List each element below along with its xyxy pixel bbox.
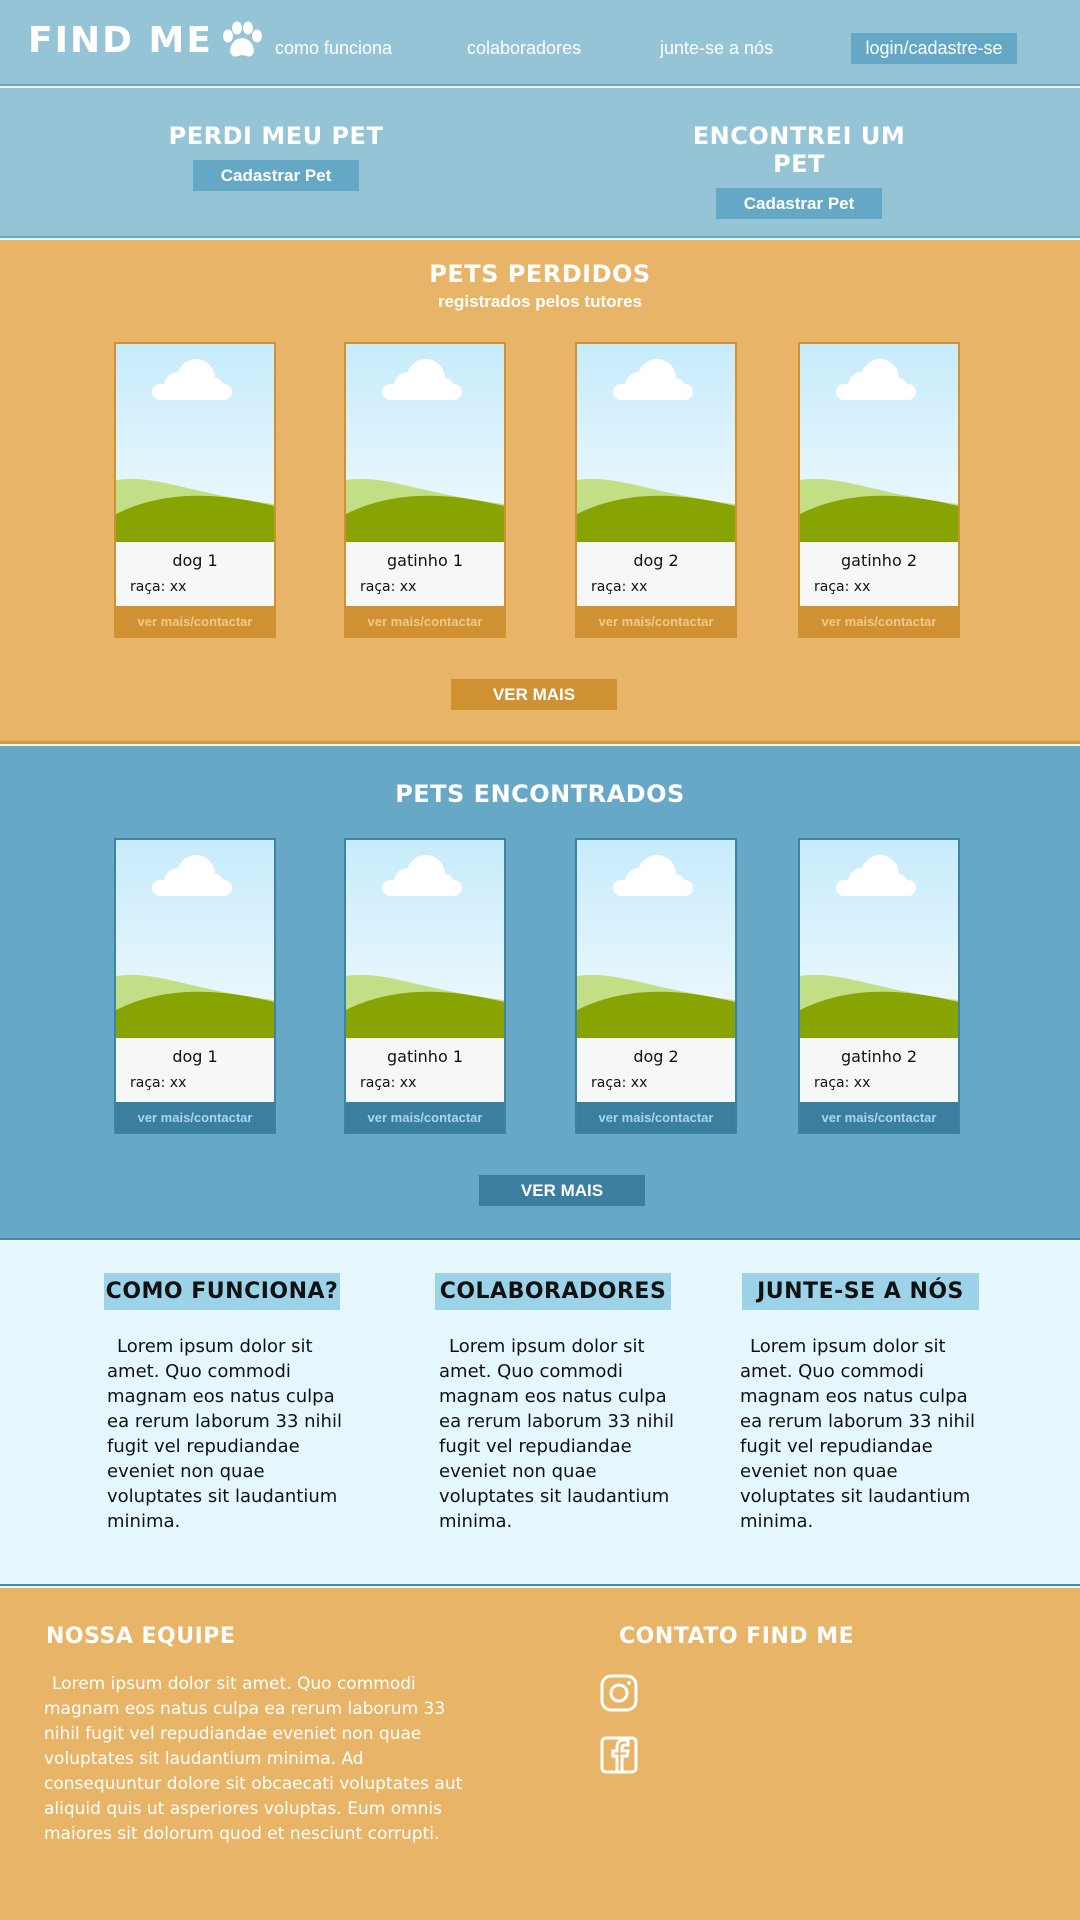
logo-text: FIND ME (28, 20, 213, 61)
contact-link[interactable]: ver mais/contactar (346, 1102, 504, 1132)
login-button[interactable]: login/cadastre-se (851, 33, 1017, 64)
pet-photo-placeholder (577, 344, 735, 542)
instagram-icon[interactable] (600, 1674, 638, 1712)
info-section: COMO FUNCIONA? Lorem ipsum dolor sit ame… (0, 1242, 1080, 1586)
found-pets-section: PETS ENCONTRADOS dog 1 raça: xx ver mais… (0, 746, 1080, 1240)
info-text: Lorem ipsum dolor sit amet. Quo commodi … (740, 1336, 975, 1532)
lost-pets-section: PETS PERDIDOS registrados pelos tutores … (0, 240, 1080, 744)
lost-pets-title: PETS PERDIDOS (429, 260, 651, 288)
register-found-pet-button[interactable]: Cadastrar Pet (716, 188, 882, 219)
pet-card[interactable]: gatinho 1 raça: xx ver mais/contactar (344, 342, 506, 638)
pet-name: gatinho 1 (386, 1047, 463, 1066)
pet-card[interactable]: dog 2 raça: xx ver mais/contactar (575, 342, 737, 638)
contact-link[interactable]: ver mais/contactar (116, 606, 274, 636)
info-title: COLABORADORES (435, 1273, 671, 1310)
pet-photo-placeholder (116, 344, 274, 542)
found-pet-block: ENCONTREI UM PET Cadastrar Pet (674, 122, 924, 219)
pet-photo-placeholder (800, 840, 958, 1038)
register-lost-pet-button[interactable]: Cadastrar Pet (193, 160, 359, 191)
contact-link[interactable]: ver mais/contactar (346, 606, 504, 636)
lost-pet-block: PERDI MEU PET Cadastrar Pet (151, 122, 401, 191)
pet-breed: raça: xx (360, 579, 417, 595)
lost-pet-title: PERDI MEU PET (168, 122, 384, 150)
pet-photo-placeholder (116, 840, 274, 1038)
found-pets-title: PETS ENCONTRADOS (395, 780, 685, 808)
contact-link[interactable]: ver mais/contactar (800, 1102, 958, 1132)
team-title: NOSSA EQUIPE (46, 1624, 236, 1649)
info-title: JUNTE-SE A NÓS (742, 1273, 979, 1310)
pet-photo-placeholder (577, 840, 735, 1038)
pet-name: dog 2 (633, 1047, 679, 1066)
team-text: Lorem ipsum dolor sit amet. Quo commodi … (44, 1674, 463, 1844)
hero-section: PERDI MEU PET Cadastrar Pet ENCONTREI UM… (0, 88, 1080, 238)
pet-photo-placeholder (800, 344, 958, 542)
pet-name: gatinho 2 (840, 551, 917, 570)
found-see-more-button[interactable]: VER MAIS (479, 1175, 645, 1206)
contact-link[interactable]: ver mais/contactar (116, 1102, 274, 1132)
pet-card[interactable]: dog 1 raça: xx ver mais/contactar (114, 342, 276, 638)
pet-card[interactable]: gatinho 1 raça: xx ver mais/contactar (344, 838, 506, 1134)
info-junte-se: JUNTE-SE A NÓS Lorem ipsum dolor sit ame… (740, 1273, 985, 1534)
pet-breed: raça: xx (360, 1075, 417, 1091)
contact-link[interactable]: ver mais/contactar (800, 606, 958, 636)
info-colaboradores: COLABORADORES Lorem ipsum dolor sit amet… (435, 1273, 684, 1534)
pet-breed: raça: xx (130, 1075, 187, 1091)
contact-link[interactable]: ver mais/contactar (577, 606, 735, 636)
pet-name: gatinho 1 (386, 551, 463, 570)
pet-photo-placeholder (346, 344, 504, 542)
contact-link[interactable]: ver mais/contactar (577, 1102, 735, 1132)
pet-breed: raça: xx (130, 579, 187, 595)
site-footer: NOSSA EQUIPE Lorem ipsum dolor sit amet.… (0, 1588, 1080, 1920)
pet-breed: raça: xx (814, 1075, 871, 1091)
pet-breed: raça: xx (591, 579, 648, 595)
lost-pets-subtitle: registrados pelos tutores (437, 292, 643, 311)
nav-colaboradores[interactable]: colaboradores (467, 38, 582, 58)
facebook-icon[interactable] (600, 1736, 638, 1774)
info-text: Lorem ipsum dolor sit amet. Quo commodi … (107, 1336, 342, 1532)
lost-see-more-button[interactable]: VER MAIS (451, 679, 617, 710)
logo[interactable]: FIND ME (28, 20, 265, 61)
pet-card[interactable]: dog 1 raça: xx ver mais/contactar (114, 838, 276, 1134)
pet-breed: raça: xx (814, 579, 871, 595)
pet-name: dog 1 (172, 551, 218, 570)
pet-name: gatinho 2 (840, 1047, 917, 1066)
site-header: FIND ME como funciona colaboradores junt… (0, 0, 1080, 86)
nav-como-funciona[interactable]: como funciona (275, 38, 393, 58)
pet-card[interactable]: gatinho 2 raça: xx ver mais/contactar (798, 838, 960, 1134)
pet-card[interactable]: dog 2 raça: xx ver mais/contactar (575, 838, 737, 1134)
pet-name: dog 2 (633, 551, 679, 570)
found-pet-title: ENCONTREI UM PET (692, 122, 906, 178)
pet-photo-placeholder (346, 840, 504, 1038)
info-como-funciona: COMO FUNCIONA? Lorem ipsum dolor sit ame… (104, 1273, 352, 1534)
paw-icon (222, 21, 262, 57)
pet-name: dog 1 (172, 1047, 218, 1066)
info-title: COMO FUNCIONA? (104, 1273, 340, 1310)
pet-card[interactable]: gatinho 2 raça: xx ver mais/contactar (798, 342, 960, 638)
pet-breed: raça: xx (591, 1075, 648, 1091)
info-text: Lorem ipsum dolor sit amet. Quo commodi … (439, 1336, 674, 1532)
contact-title: CONTATO FIND ME (619, 1624, 855, 1649)
nav-junte-se[interactable]: junte-se a nós (660, 38, 774, 58)
